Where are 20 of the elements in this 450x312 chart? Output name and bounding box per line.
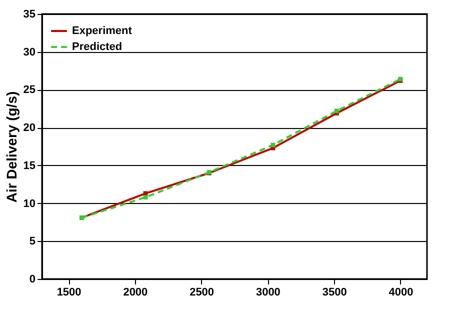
y-tick-label: 20: [23, 122, 36, 134]
point: [143, 191, 148, 196]
x-tick-label: 1500: [56, 286, 82, 298]
y-tick-label: 15: [23, 160, 36, 172]
x-tick-label: 4000: [388, 286, 414, 298]
y-tick-label: 5: [29, 236, 36, 248]
x-tick-label: 3000: [256, 286, 280, 298]
y-tick-label: 10: [23, 198, 36, 210]
x-tick-label: 3500: [322, 286, 347, 298]
legend-label: Predicted: [72, 41, 122, 53]
legend-label: Experiment: [72, 25, 132, 37]
y-tick-label: 0: [29, 274, 36, 286]
x-tick-label: 2000: [123, 286, 148, 298]
y-tick-label: 25: [23, 84, 36, 96]
x-tick-label: 2500: [190, 286, 214, 298]
point: [270, 142, 276, 148]
y-tick-label: 35: [23, 8, 36, 20]
point: [143, 194, 148, 200]
y-tick-label: 30: [23, 46, 36, 58]
y-axis-title: Air Delivery (g/s): [3, 91, 20, 203]
